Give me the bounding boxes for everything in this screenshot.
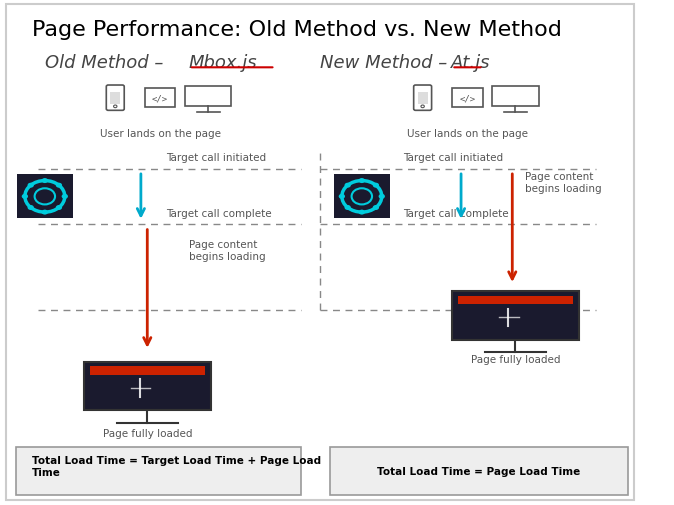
Circle shape [28, 183, 34, 188]
Text: New Method –: New Method – [320, 54, 453, 72]
Text: Page fully loaded: Page fully loaded [102, 428, 192, 438]
FancyBboxPatch shape [414, 86, 431, 111]
FancyBboxPatch shape [330, 447, 627, 495]
Circle shape [344, 183, 351, 188]
Text: At.js: At.js [452, 54, 491, 72]
Bar [458, 296, 573, 305]
Circle shape [28, 206, 34, 211]
Circle shape [114, 106, 117, 109]
Circle shape [42, 210, 48, 215]
Text: Page content
begins loading: Page content begins loading [525, 172, 602, 193]
Circle shape [359, 179, 365, 184]
Circle shape [379, 194, 385, 199]
Circle shape [421, 106, 425, 109]
Text: </>: </> [460, 94, 476, 103]
Text: User lands on the page: User lands on the page [407, 129, 528, 139]
Circle shape [339, 194, 345, 199]
Bar [111, 93, 120, 105]
FancyBboxPatch shape [452, 291, 579, 340]
Circle shape [56, 183, 62, 188]
FancyBboxPatch shape [17, 175, 73, 219]
Circle shape [344, 206, 351, 211]
Bar [90, 367, 205, 375]
Text: Target call initiated: Target call initiated [166, 153, 267, 163]
Text: Page fully loaded: Page fully loaded [470, 355, 560, 365]
FancyBboxPatch shape [334, 175, 390, 219]
Text: Page Performance: Old Method vs. New Method: Page Performance: Old Method vs. New Met… [32, 20, 562, 40]
Circle shape [22, 194, 28, 199]
Circle shape [42, 179, 48, 184]
FancyBboxPatch shape [452, 89, 483, 108]
Text: </>: </> [152, 94, 168, 103]
FancyBboxPatch shape [185, 87, 231, 107]
Text: Old Method –: Old Method – [45, 54, 169, 72]
Text: Target call complete: Target call complete [166, 209, 272, 219]
Circle shape [373, 206, 379, 211]
Text: Total Load Time = Page Load Time: Total Load Time = Page Load Time [377, 466, 580, 476]
Text: Target call complete: Target call complete [404, 209, 509, 219]
FancyBboxPatch shape [493, 87, 539, 107]
Text: Total Load Time = Target Load Time + Page Load
Time: Total Load Time = Target Load Time + Pag… [32, 456, 321, 477]
Text: Page content
begins loading: Page content begins loading [189, 240, 266, 262]
Circle shape [359, 210, 365, 215]
Bar [418, 93, 427, 105]
FancyBboxPatch shape [145, 89, 175, 108]
FancyBboxPatch shape [106, 86, 124, 111]
Text: User lands on the page: User lands on the page [100, 129, 220, 139]
Circle shape [373, 183, 379, 188]
Circle shape [56, 206, 62, 211]
FancyBboxPatch shape [7, 5, 634, 500]
FancyBboxPatch shape [84, 362, 211, 411]
FancyBboxPatch shape [16, 447, 301, 495]
Text: Mbox.js: Mbox.js [189, 54, 257, 72]
Circle shape [61, 194, 68, 199]
Text: Target call initiated: Target call initiated [404, 153, 503, 163]
